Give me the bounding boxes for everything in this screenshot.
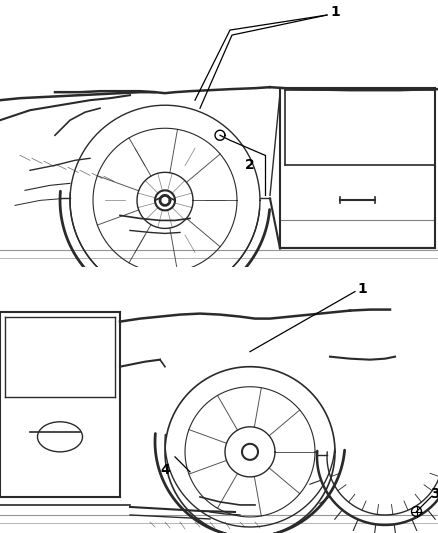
Text: 1: 1 — [357, 281, 367, 295]
Text: 2: 2 — [245, 158, 255, 172]
Text: 4: 4 — [160, 463, 170, 477]
Text: 1: 1 — [330, 5, 340, 19]
Text: 3: 3 — [430, 488, 438, 502]
